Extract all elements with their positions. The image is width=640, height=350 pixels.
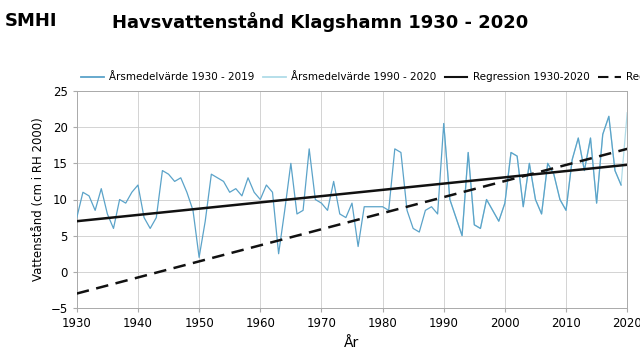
Text: Havsvattenstånd Klagshamn 1930 - 2020: Havsvattenstånd Klagshamn 1930 - 2020 [112,12,528,32]
Y-axis label: Vattenstånd (cm i RH 2000): Vattenstånd (cm i RH 2000) [32,118,45,281]
X-axis label: År: År [344,336,360,350]
Legend: Årsmedelvärde 1930 - 2019, Årsmedelvärde 1990 - 2020, Regression 1930-2020, Regr: Årsmedelvärde 1930 - 2019, Årsmedelvärde… [77,68,640,87]
Text: SMHI: SMHI [5,12,58,30]
